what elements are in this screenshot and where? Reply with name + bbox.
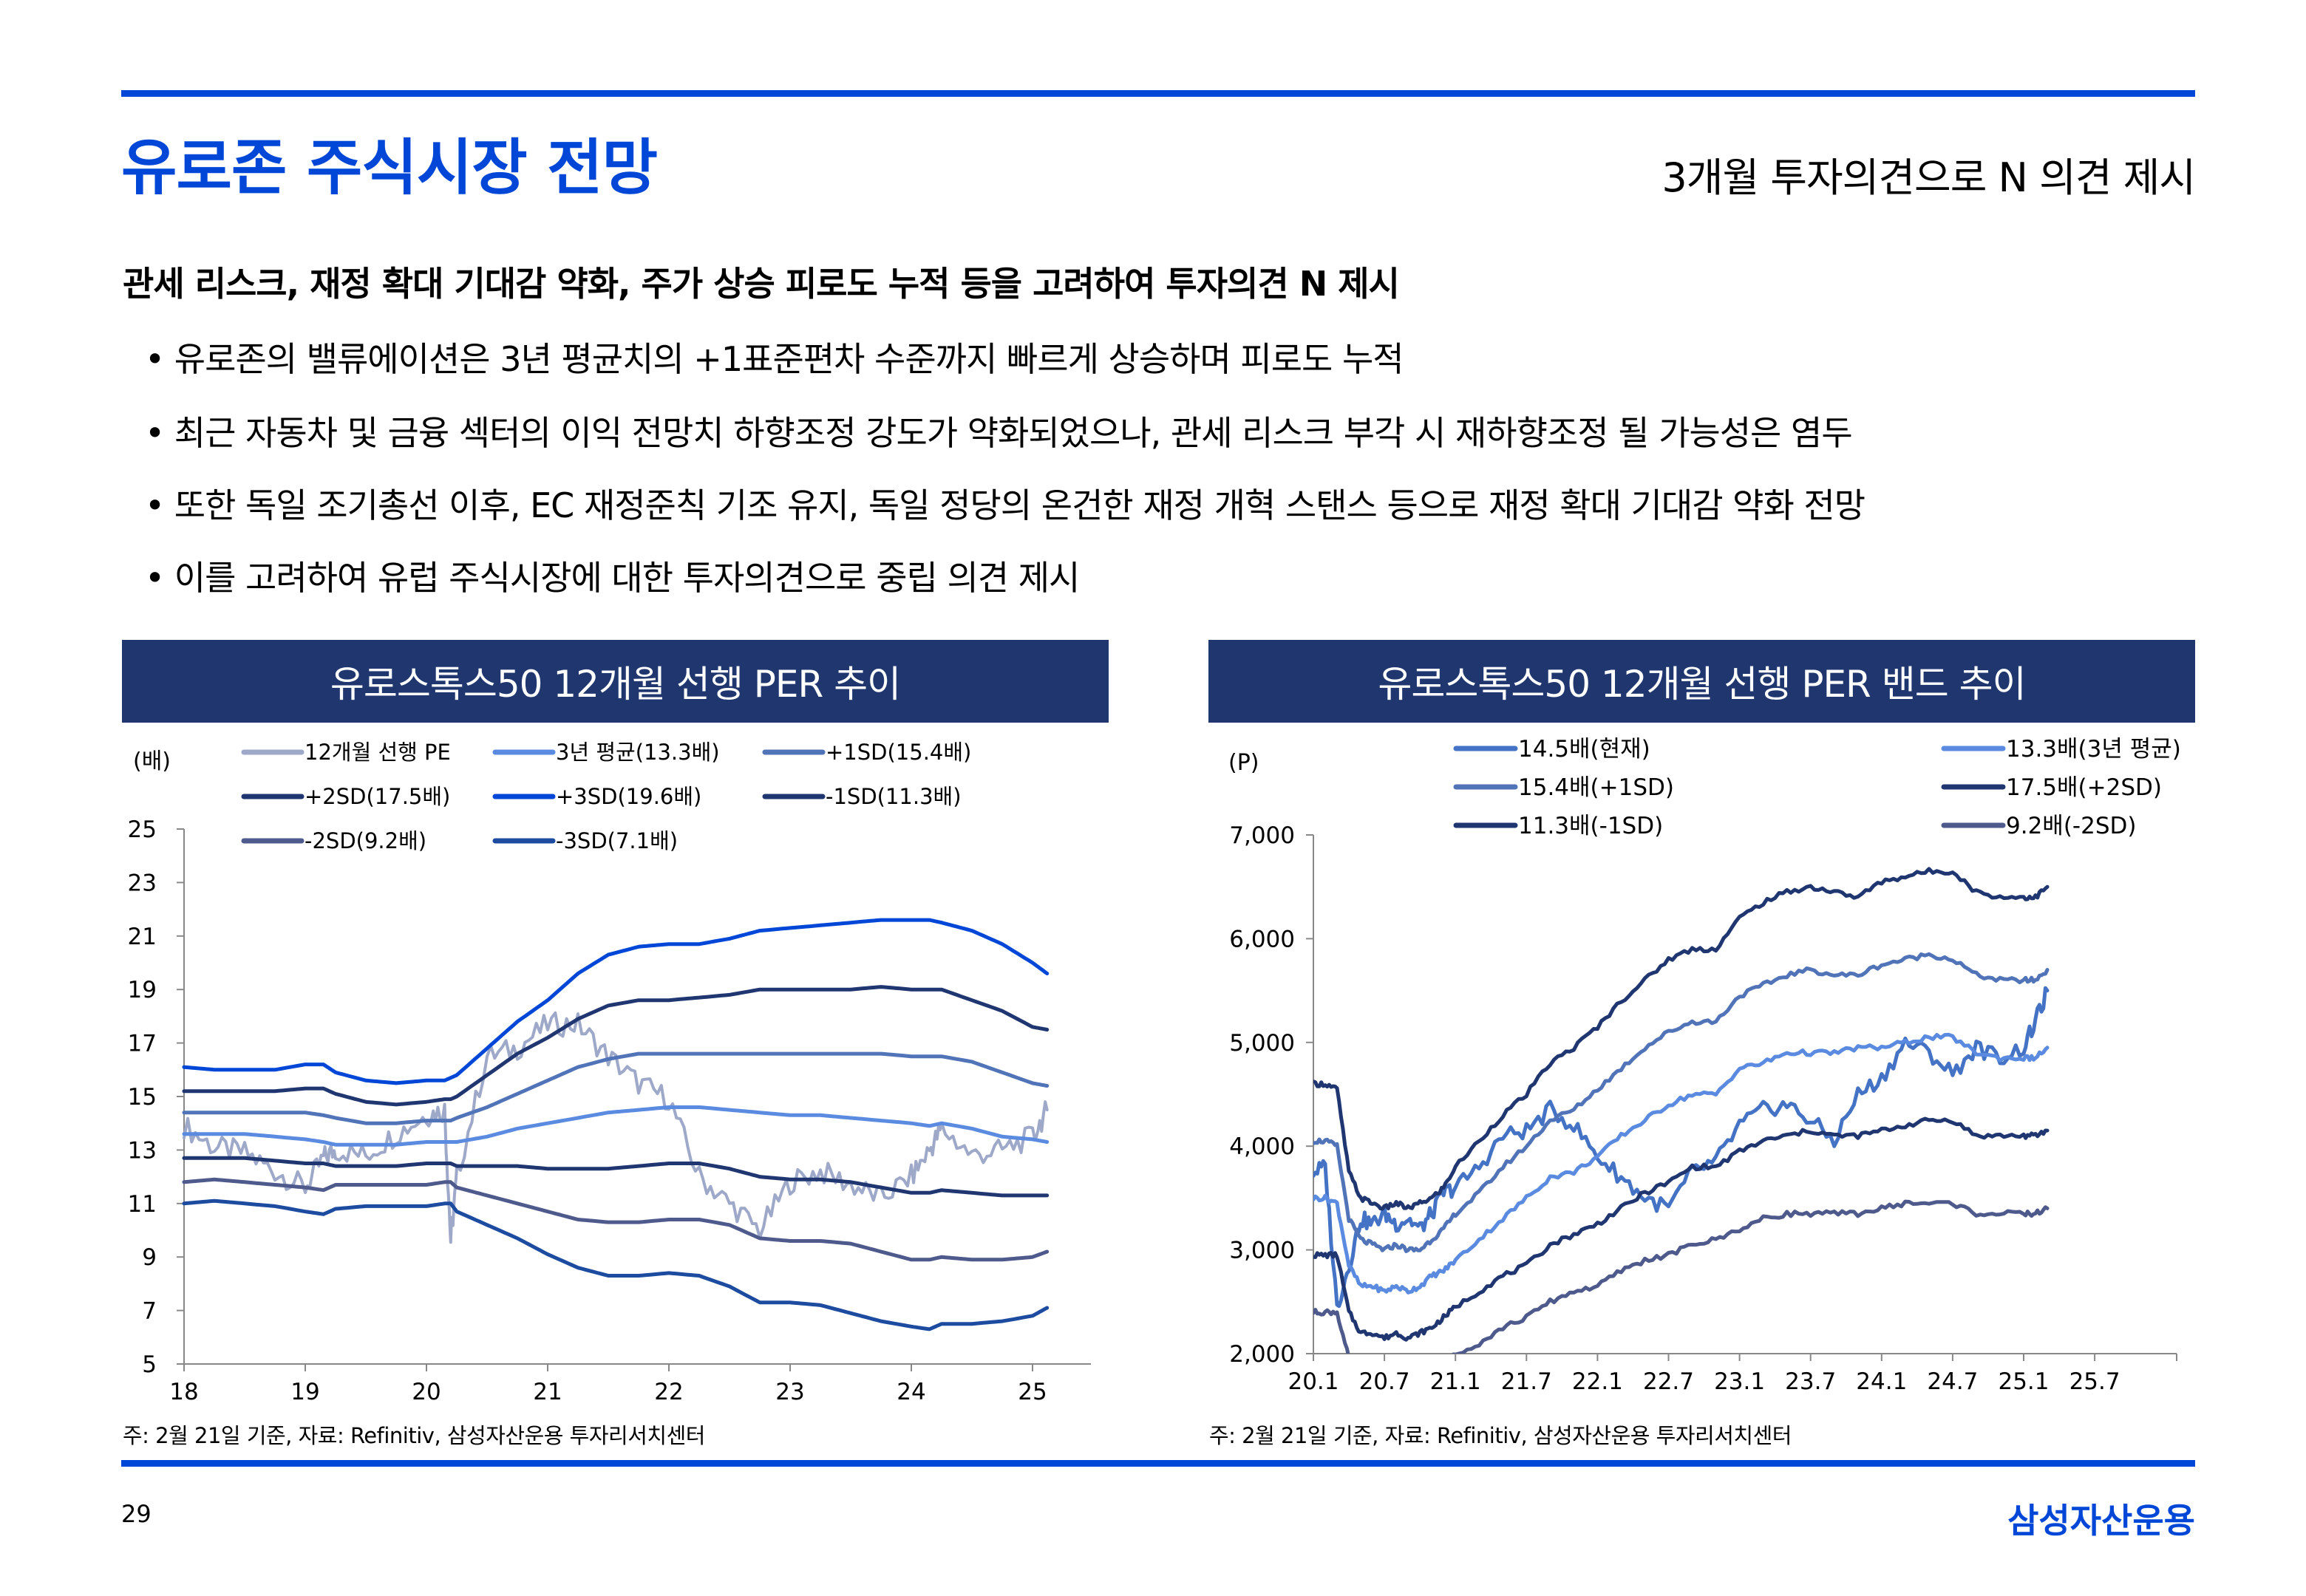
top-divider	[121, 90, 2195, 97]
y-tick-label: 2,000	[1229, 1341, 1295, 1368]
legend-label: +3SD(19.6배)	[556, 784, 701, 809]
chart-title-left: 유로스톡스50 12개월 선행 PER 추이	[122, 640, 1109, 723]
legend-label: -1SD(11.3배)	[826, 784, 962, 809]
chart-note-left: 주: 2월 21일 기준, 자료: Refinitiv, 삼성자산운용 투자리서…	[123, 1423, 705, 1448]
legend-label: +1SD(15.4배)	[826, 740, 971, 765]
y-tick-label: 7,000	[1229, 822, 1295, 849]
x-tick-label: 22.1	[1572, 1368, 1623, 1395]
series-line-7	[182, 1198, 1050, 1331]
legend-label: 3년 평균(13.3배)	[556, 740, 720, 765]
x-tick-label: 23.1	[1714, 1368, 1765, 1395]
x-tick-label: 25	[1018, 1379, 1047, 1404]
series-line-6	[182, 1177, 1050, 1262]
legend-label: +2SD(17.5배)	[305, 784, 450, 809]
x-tick-label: 18	[169, 1379, 198, 1404]
headline: 관세 리스크, 재정 확대 기대감 약화, 주가 상승 피로도 누적 등을 고려…	[123, 264, 1400, 304]
x-tick-label: 21.7	[1501, 1368, 1552, 1395]
series-line-4	[1313, 1116, 2050, 1342]
series-line-1	[182, 1105, 1050, 1147]
x-tick-label: 23	[775, 1379, 804, 1404]
x-tick-label: 24.7	[1927, 1368, 1978, 1395]
series-line-5	[1313, 1199, 2050, 1354]
per-trend-chart: (배) 25 23 21 19 17 15 13 11 9 7 5 18 19 20 21 22 23 24 25 12…	[128, 740, 1091, 1404]
y-tick-label: 5	[142, 1351, 157, 1378]
chart-note-right: 주: 2월 21일 기준, 자료: Refinitiv, 삼성자산운용 투자리서…	[1209, 1423, 1792, 1448]
y-axis-unit: (P)	[1228, 750, 1259, 776]
page-subtitle: 3개월 투자의견으로 N 의견 제시	[1662, 154, 2196, 201]
y-tick-label: 7	[142, 1298, 157, 1325]
y-tick-label: 17	[128, 1031, 157, 1057]
chart-title-right: 유로스톡스50 12개월 선행 PER 밴드 추이	[1208, 640, 2195, 723]
series-line-3	[1313, 867, 2050, 1211]
legend-label: 11.3배(-1SD)	[1518, 813, 1663, 839]
x-tick-label: 20.1	[1288, 1368, 1339, 1395]
y-tick-label: 4,000	[1229, 1133, 1295, 1160]
x-tick-label: 21	[533, 1379, 562, 1404]
x-tick-label: 20	[412, 1379, 441, 1404]
x-tick-label: 24	[897, 1379, 925, 1404]
y-tick-label: 23	[128, 870, 157, 896]
y-tick-label: 5,000	[1229, 1030, 1295, 1057]
x-tick-label: 22	[654, 1379, 683, 1404]
legend-label: -3SD(7.1배)	[556, 828, 678, 853]
x-tick-label: 23.7	[1785, 1368, 1836, 1395]
bullet-item: • 유로존의 밸류에이션은 3년 평균치의 +1표준편차 수준까지 빠르게 상승…	[145, 339, 1404, 379]
y-tick-label: 3,000	[1229, 1238, 1295, 1264]
series-line-3	[182, 985, 1050, 1107]
y-tick-label: 15	[128, 1084, 157, 1111]
y-tick-label: 21	[128, 924, 157, 950]
y-tick-label: 13	[128, 1137, 157, 1164]
bullet-item: • 최근 자동차 및 금융 섹터의 이익 전망치 하향조정 강도가 약화되었으나…	[145, 413, 1853, 453]
legend-label: 14.5배(현재)	[1518, 736, 1650, 763]
y-tick-label: 6,000	[1229, 926, 1295, 952]
legend-label: -2SD(9.2배)	[305, 828, 426, 853]
series-line-4	[182, 918, 1050, 1085]
legend-label: 9.2배(-2SD)	[2006, 813, 2136, 839]
x-tick-label: 20.7	[1359, 1368, 1410, 1395]
y-tick-label: 19	[128, 977, 157, 1003]
x-tick-label: 19	[290, 1379, 319, 1404]
series-line-2	[182, 1051, 1050, 1125]
series-line-2	[1313, 952, 2050, 1253]
y-axis-unit: (배)	[133, 748, 171, 774]
x-tick-label: 25.1	[1998, 1368, 2049, 1395]
legend-label: 12개월 선행 PE	[305, 740, 451, 765]
legend-label: 13.3배(3년 평균)	[2006, 736, 2181, 763]
x-tick-label: 22.7	[1643, 1368, 1694, 1395]
x-tick-label: 21.1	[1430, 1368, 1481, 1395]
page-title: 유로존 주식시장 전망	[121, 133, 658, 203]
y-tick-label: 25	[128, 816, 157, 843]
bullet-item: • 이를 고려하여 유럽 주식시장에 대한 투자의견으로 중립 의견 제시	[145, 558, 1080, 598]
legend-label: 17.5배(+2SD)	[2006, 774, 2162, 801]
legend-label: 15.4배(+1SD)	[1518, 774, 1674, 801]
x-tick-label: 24.1	[1856, 1368, 1907, 1395]
series-line-0	[183, 1011, 1049, 1244]
bottom-divider	[121, 1460, 2195, 1467]
x-tick-label: 25.7	[2069, 1368, 2120, 1395]
y-tick-label: 11	[128, 1191, 157, 1218]
y-tick-label: 9	[142, 1244, 157, 1271]
bullet-item: • 또한 독일 조기총선 이후, EC 재정준칙 기조 유지, 독일 정당의 온…	[145, 485, 1865, 525]
series-line-1	[1313, 1032, 2050, 1295]
page-number: 29	[121, 1500, 152, 1528]
brand-logo: 삼성자산운용	[2007, 1501, 2195, 1541]
series-line-5	[182, 1156, 1050, 1198]
